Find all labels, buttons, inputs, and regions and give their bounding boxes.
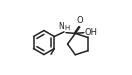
Text: OH: OH (84, 28, 97, 37)
Text: N: N (58, 22, 64, 32)
Text: H: H (64, 25, 70, 31)
Text: O: O (76, 16, 83, 25)
